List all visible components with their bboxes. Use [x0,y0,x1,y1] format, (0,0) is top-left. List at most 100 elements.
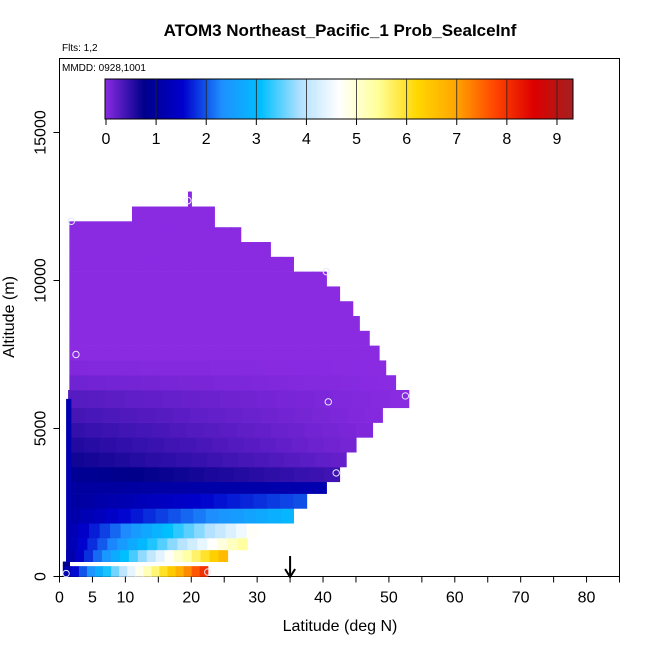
heatmap-cell [86,345,105,361]
heatmap-cell [102,330,120,346]
heatmap-cell [69,345,88,361]
heatmap-cell [122,360,141,376]
heatmap-cell [309,286,326,302]
heatmap-cell [180,508,194,524]
heatmap-cell [149,221,159,228]
heatmap-cell [182,221,191,228]
heatmap-cell [181,390,202,409]
heatmap-cell [227,538,238,551]
heatmap-cell [155,345,174,361]
heatmap-cell [78,523,90,539]
heatmap-cell [110,549,121,562]
heatmap-cell [147,538,158,551]
heatmap-cell [114,242,126,258]
heatmap-cell [169,422,188,438]
heatmap-cell [172,407,191,423]
heatmap-cell [230,316,248,332]
heatmap-cell [311,481,327,494]
heatmap-cell [155,407,174,423]
x-axis: 0 5 10 20 30 40 50 60 70 80 [55,576,620,607]
heatmap-cell [231,227,242,243]
heatmap-cell [174,227,185,243]
heatmap-cell [183,523,195,539]
heatmap-cell [219,286,236,302]
heatmap-cell [103,345,122,361]
heatmap-cell [196,437,213,453]
heatmap-cell [154,481,170,494]
heatmap-cell [254,271,270,287]
heatmap-cell [93,221,103,228]
heatmap-cell [224,345,243,361]
colorbar-tick-label: 2 [202,131,211,148]
heatmap-cell [109,221,119,228]
heatmap-cell [211,481,227,494]
heatmap-cell [69,360,88,376]
heatmap-cell [87,375,107,391]
heatmap-cell [147,242,160,258]
heatmap-cell [132,437,149,453]
heatmap-cell [84,437,101,453]
heatmap-cell [125,221,135,228]
heatmap-cell [137,407,156,423]
heatmap-cell [85,221,95,228]
heatmap-cell [139,360,158,376]
heatmap-cell [143,566,152,577]
heatmap [62,191,410,577]
heatmap-cell [226,271,242,287]
heatmap-cell [94,256,108,272]
heatmap-cell [176,452,193,468]
heatmap-cell [277,407,296,423]
heatmap-cell [319,330,337,346]
heatmap-cell [143,390,164,409]
heatmap-cell [116,227,128,243]
heatmap-cell [163,301,181,317]
heatmap-cell [350,360,369,376]
heatmap-cell [118,508,132,524]
heatmap-cell [68,466,84,483]
heatmap-cell [225,407,244,423]
heatmap-cell [198,316,215,332]
profile-point [332,469,340,477]
heatmap-cell [209,206,215,222]
heatmap-cell [389,390,410,409]
heatmap-cell [200,493,215,509]
heatmap-cell [77,538,88,551]
heatmap-cell [315,452,332,468]
heatmap-cell [174,493,188,509]
heatmap-cell [191,549,202,562]
heatmap-cell [101,316,119,332]
heatmap-cell [314,390,334,409]
heatmap-cell [81,256,95,272]
heatmap-cell [156,256,170,272]
heatmap-cell [173,549,184,562]
heatmap-cell [254,422,272,438]
heatmap-cell [175,566,185,577]
heatmap-cell [182,206,188,222]
heatmap-cell [182,549,193,562]
colorbar-tick-label: 6 [402,131,411,148]
heatmap-cell [268,481,284,494]
heatmap-cell [258,345,277,361]
y-tick-label: 15000 [33,110,50,155]
heatmap-cell [168,206,174,222]
heatmap-cell [152,422,171,438]
heatmap-cell [279,466,295,483]
heatmap-cell [119,256,133,272]
heatmap-cell [129,286,146,302]
heatmap-cell [152,330,170,346]
colorbar: 0 1 2 3 4 5 6 7 8 9 [102,78,574,148]
heatmap-cell [95,566,104,577]
heatmap-cell [286,375,306,391]
heatmap-cell [203,422,221,438]
heatmap-cell [163,206,170,222]
heatmap-cell [181,242,193,258]
heatmap-cell [136,242,149,258]
heatmap-cell [128,466,145,483]
heatmap-cell [343,316,360,332]
heatmap-cell [338,422,357,438]
heatmap-cell [89,523,101,539]
heatmap-cell [160,452,177,468]
flights-label: Flts: 1,2 [62,43,98,54]
heatmap-cell [312,407,331,423]
heatmap-cell [77,221,87,228]
